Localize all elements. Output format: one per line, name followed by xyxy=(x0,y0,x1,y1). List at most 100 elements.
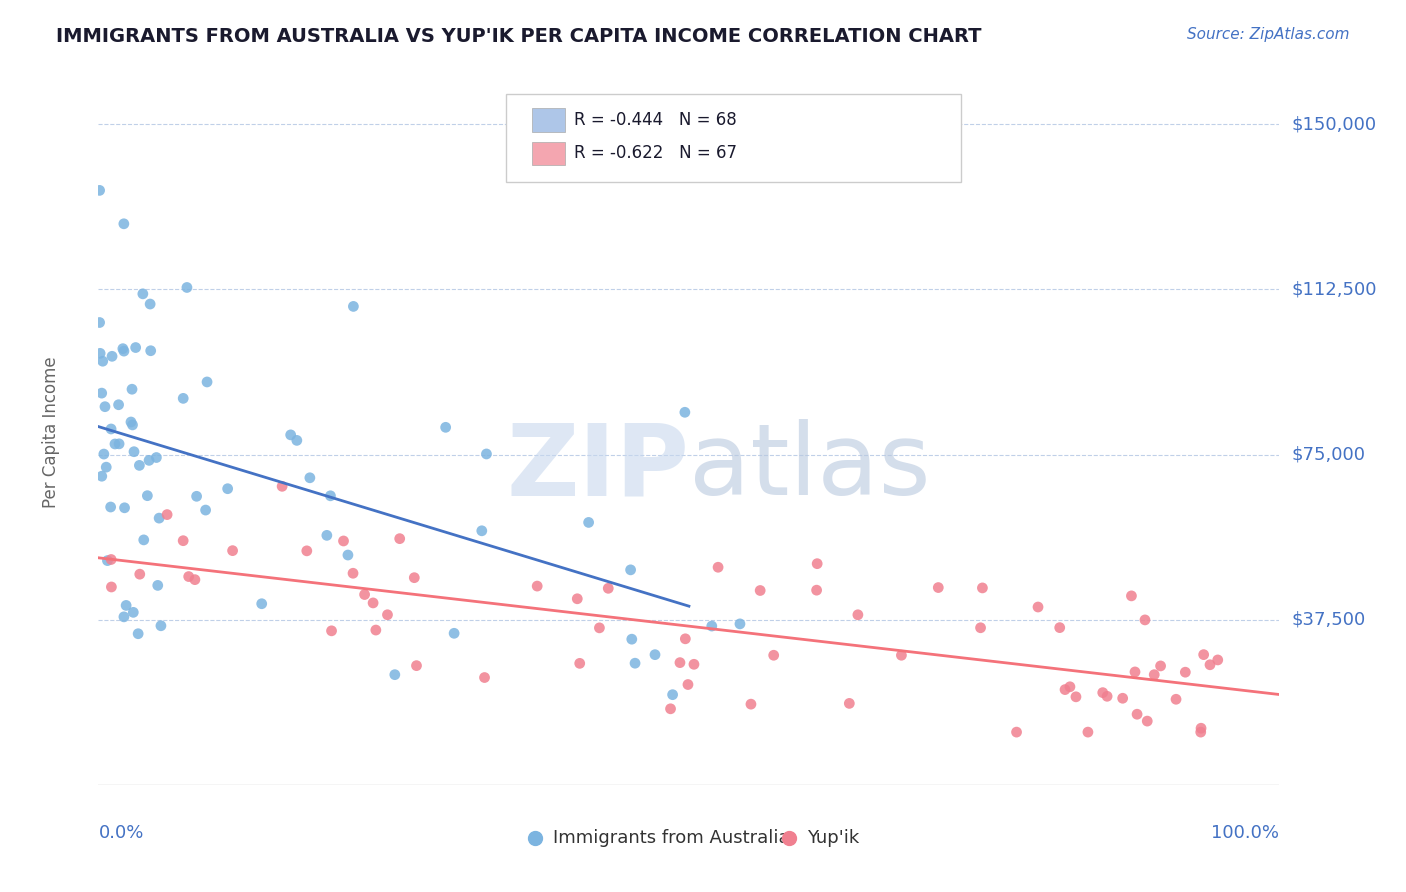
Point xyxy=(127,626,149,640)
Point xyxy=(1121,589,1143,603)
Point xyxy=(1049,621,1071,635)
Point xyxy=(101,349,124,363)
Point xyxy=(969,621,991,635)
Point xyxy=(578,516,600,530)
Point xyxy=(122,444,145,458)
Point xyxy=(100,422,122,436)
Point xyxy=(1143,667,1166,681)
Point xyxy=(194,503,217,517)
Point xyxy=(526,579,548,593)
Point xyxy=(1064,690,1087,704)
Point xyxy=(806,557,828,571)
Point xyxy=(404,571,426,585)
Point xyxy=(1174,665,1197,680)
Text: ZIP: ZIP xyxy=(506,419,689,516)
Point xyxy=(295,544,318,558)
FancyBboxPatch shape xyxy=(506,95,960,183)
Point xyxy=(91,354,114,368)
Point xyxy=(1111,691,1133,706)
Point xyxy=(332,533,354,548)
Point xyxy=(749,583,772,598)
Point xyxy=(184,573,207,587)
Text: atlas: atlas xyxy=(689,419,931,516)
Point xyxy=(475,447,498,461)
Point xyxy=(100,552,122,566)
Text: R = -0.444   N = 68: R = -0.444 N = 68 xyxy=(575,111,737,128)
Point xyxy=(342,300,364,314)
Point xyxy=(298,471,321,485)
Point xyxy=(1123,665,1146,679)
Text: $150,000: $150,000 xyxy=(1291,115,1376,133)
Point xyxy=(598,582,620,596)
Point xyxy=(89,346,111,360)
Point xyxy=(1077,725,1099,739)
Point xyxy=(434,420,457,434)
Text: Yup'ik: Yup'ik xyxy=(807,829,859,847)
Point xyxy=(111,342,134,356)
Point xyxy=(115,599,138,613)
Point xyxy=(806,583,828,598)
Text: $75,000: $75,000 xyxy=(1291,446,1365,464)
Point xyxy=(172,533,194,548)
Point xyxy=(128,458,150,473)
Point xyxy=(1095,690,1118,704)
Point xyxy=(124,341,146,355)
Point xyxy=(471,524,494,538)
Point xyxy=(361,596,384,610)
Text: IMMIGRANTS FROM AUSTRALIA VS YUP'IK PER CAPITA INCOME CORRELATION CHART: IMMIGRANTS FROM AUSTRALIA VS YUP'IK PER … xyxy=(56,27,981,45)
Point xyxy=(90,469,112,483)
Point xyxy=(90,386,112,401)
Point xyxy=(673,405,696,419)
Point xyxy=(890,648,912,663)
Text: Immigrants from Australia: Immigrants from Australia xyxy=(553,829,790,847)
Point xyxy=(128,567,150,582)
Point xyxy=(624,657,647,671)
Point xyxy=(100,580,122,594)
Point xyxy=(195,375,218,389)
Point xyxy=(1199,657,1222,672)
Point xyxy=(700,619,723,633)
Point xyxy=(146,578,169,592)
Point xyxy=(107,398,129,412)
Point xyxy=(114,500,136,515)
Point xyxy=(319,489,342,503)
Point xyxy=(838,697,860,711)
Point xyxy=(121,417,143,432)
Point xyxy=(120,415,142,429)
Point xyxy=(388,532,411,546)
Point xyxy=(384,667,406,681)
Point xyxy=(321,624,343,638)
Point xyxy=(1149,659,1171,673)
Point xyxy=(1091,685,1114,699)
Point xyxy=(669,656,692,670)
Point xyxy=(132,286,155,301)
Point xyxy=(1189,721,1212,735)
Point xyxy=(1059,680,1081,694)
Point xyxy=(121,382,143,396)
Point xyxy=(336,548,359,562)
Point xyxy=(100,500,122,514)
Point xyxy=(568,657,591,671)
Point xyxy=(474,671,496,685)
Point xyxy=(567,591,589,606)
Point xyxy=(104,437,127,451)
Point xyxy=(762,648,785,663)
Point xyxy=(364,623,387,637)
Point xyxy=(172,392,194,406)
Point xyxy=(112,610,135,624)
Point xyxy=(1136,714,1159,728)
Point xyxy=(149,619,172,633)
Point xyxy=(132,533,155,547)
Point xyxy=(972,581,994,595)
Point xyxy=(740,697,762,711)
Point xyxy=(405,658,427,673)
Point xyxy=(1026,600,1049,615)
Point xyxy=(676,677,699,691)
Point xyxy=(112,217,135,231)
Point xyxy=(659,702,682,716)
Point xyxy=(108,437,131,451)
Point xyxy=(139,297,162,311)
Point xyxy=(138,453,160,467)
Point xyxy=(1005,725,1028,739)
Point xyxy=(620,632,643,647)
